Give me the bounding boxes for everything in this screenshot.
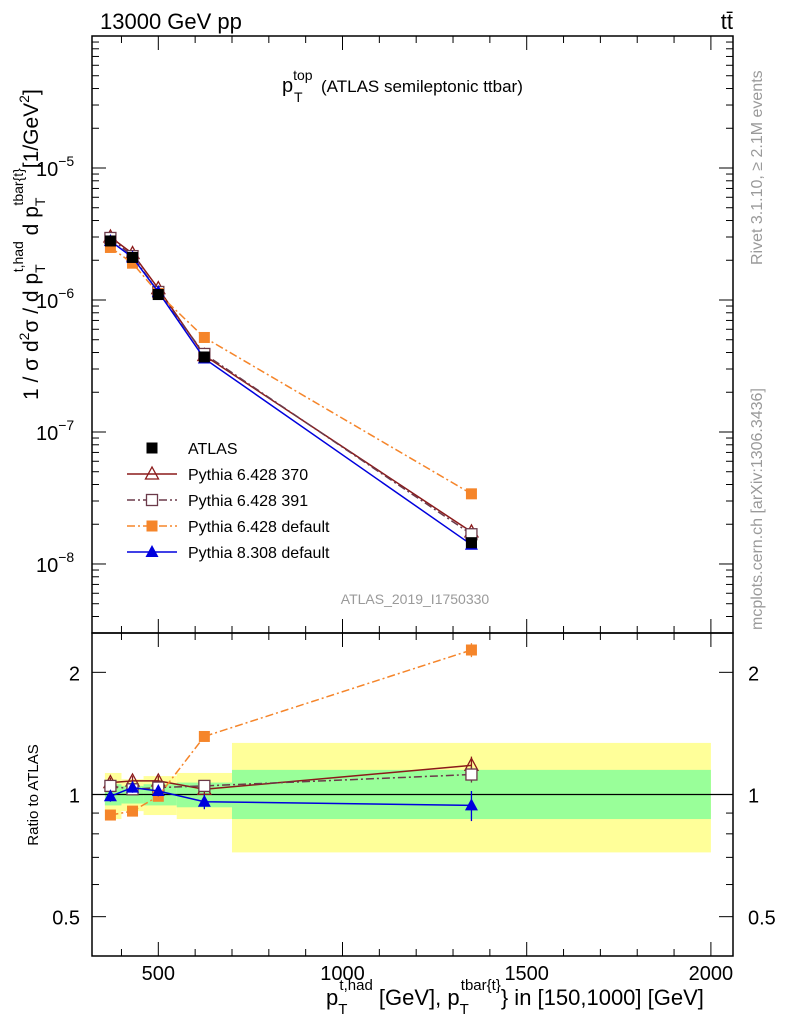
y-tick-label: 10−5 <box>36 153 74 181</box>
y-tick-base: 10 <box>36 159 58 181</box>
series-1 <box>102 228 480 538</box>
beam-label: 13000 GeV pp <box>100 9 242 34</box>
ratio-point <box>465 768 478 781</box>
legend-entry-3: Pythia 6.428 default <box>127 519 330 536</box>
legend-label: Pythia 6.428 370 <box>188 467 308 484</box>
legend-label: Pythia 6.428 default <box>188 519 330 536</box>
legend-marker <box>144 465 160 480</box>
data-point <box>198 331 210 343</box>
x-tick-label: 1000 <box>320 963 365 985</box>
y-tick-base: 10 <box>36 291 58 313</box>
main-y-label: 1 / σ d2σ / d pTt,had d pTtbar{t}[1/GeV2… <box>10 89 48 400</box>
ratio-point <box>104 809 116 821</box>
atlas-points-top <box>104 235 477 549</box>
legend: ATLAS Pythia 6.428 370 Pythia 6.428 391 Pyt… <box>127 441 330 562</box>
main-plot-area <box>102 228 480 550</box>
atlas-point <box>465 537 477 549</box>
atlas-point <box>127 251 139 263</box>
main-x-axis <box>120 36 712 633</box>
y-tick-exp: −7 <box>58 417 74 433</box>
legend-marker <box>146 520 158 532</box>
y-tick-label: 10−8 <box>36 549 74 577</box>
data-point <box>465 488 477 500</box>
legend-entry-0: ATLAS <box>146 441 238 458</box>
plot-title: ptop T(ATLAS semileptonic ttbar) <box>282 67 523 105</box>
y-tick-base: 10 <box>36 423 58 445</box>
legend-label: Pythia 6.428 391 <box>188 493 308 510</box>
y-tick-label: 10−7 <box>36 417 74 445</box>
y-tick-exp: −6 <box>58 285 74 301</box>
ratio-series-3 <box>103 780 478 822</box>
legend-label: Pythia 8.308 default <box>188 545 330 562</box>
ratio-y-label: Ratio to ATLAS <box>25 744 42 845</box>
legend-marker <box>145 493 159 507</box>
ratio-y-tick-label: 0.5 <box>52 908 80 930</box>
series-line <box>109 237 472 535</box>
ratio-point <box>464 798 478 811</box>
mcplots-label: mcplots.cern.ch [arXiv:1306.3436] <box>749 388 766 630</box>
ratio-x-axis: 500 1000 1500 2000 <box>120 633 734 985</box>
atlas-point <box>198 351 210 363</box>
main-panel: 10−810−710−610−5 ptop T(ATLAS semileptoni… <box>10 35 734 634</box>
ratio-y-axis: 0.5 0.5 1 1 2 2 <box>52 663 776 929</box>
atlas-point <box>152 289 164 301</box>
legend-entry-4: Pythia 8.308 default <box>127 545 330 562</box>
ratio-y-tick-label-right: 2 <box>748 663 759 685</box>
atlas-point <box>104 235 116 247</box>
process-label: tt̄ <box>721 9 733 34</box>
ratio-point <box>465 644 477 656</box>
data-point <box>127 257 139 269</box>
legend-marker <box>146 442 158 454</box>
ratio-point <box>127 805 139 817</box>
x-tick-label: 500 <box>142 963 175 985</box>
ratio-point <box>198 730 210 742</box>
ratio-point <box>198 779 211 793</box>
series-line <box>109 246 472 495</box>
legend-label: ATLAS <box>188 441 238 458</box>
ratio-point <box>197 794 211 807</box>
series-3 <box>104 241 477 500</box>
y-tick-exp: −5 <box>58 153 74 169</box>
ratio-y-tick-label: 1 <box>69 786 80 808</box>
legend-entry-1: Pythia 6.428 370 <box>127 465 308 484</box>
ratio-y-tick-label-right: 1 <box>748 786 759 808</box>
series-line <box>109 236 472 533</box>
y-tick-label: 10−6 <box>36 285 74 313</box>
y-tick-exp: −8 <box>58 549 74 565</box>
legend-marker <box>145 545 159 557</box>
x-axis-label: pTt,had [GeV], pTtbar{t}} in [150,1000] … <box>326 977 704 1018</box>
ratio-y-tick-label-right: 0.5 <box>748 908 776 930</box>
ratio-plot-area <box>92 643 733 853</box>
ratio-point <box>103 789 117 802</box>
ratio-panel: 0.5 0.5 1 1 2 2 500 1000 1500 2000 Ratio to ATLA… <box>25 632 776 1018</box>
x-tick-label: 1500 <box>504 963 549 985</box>
x-tick-label: 2000 <box>689 963 734 985</box>
legend-entry-2: Pythia 6.428 391 <box>127 493 308 510</box>
y-tick-base: 10 <box>36 555 58 577</box>
ratio-point <box>126 780 140 793</box>
data-point <box>104 241 116 253</box>
ratio-y-tick-label: 2 <box>69 663 80 685</box>
analysis-id-label: ATLAS_2019_I1750330 <box>341 591 490 607</box>
rivet-version-label: Rivet 3.1.10, ≥ 2.1M events <box>749 70 766 265</box>
main-y-axis: 10−810−710−610−5 <box>36 35 733 634</box>
ratio-point <box>151 784 165 797</box>
